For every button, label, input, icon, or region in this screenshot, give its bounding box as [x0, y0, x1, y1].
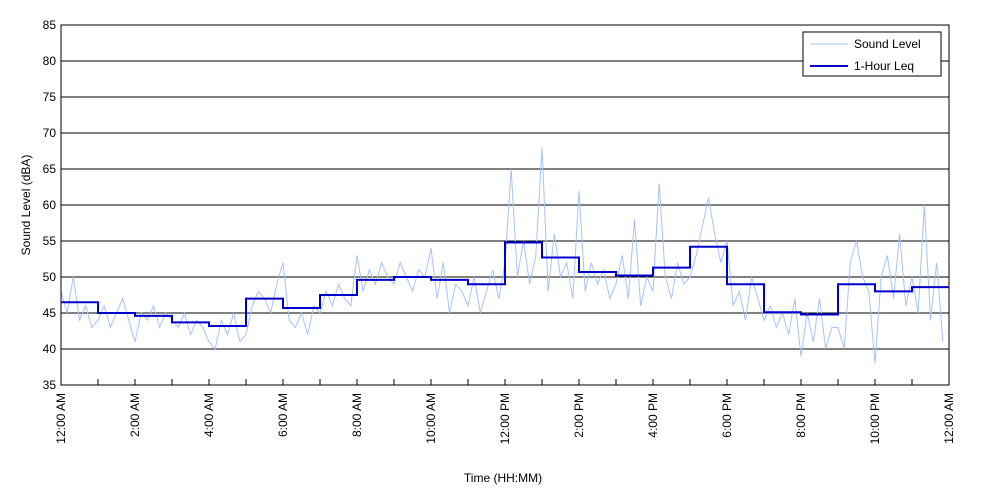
x-tick-label: 4:00 PM: [646, 393, 660, 438]
x-tick-label: 10:00 PM: [868, 393, 882, 444]
x-tick-label: 2:00 AM: [128, 393, 142, 437]
x-tick-label: 6:00 AM: [276, 393, 290, 437]
x-tick-label: 4:00 AM: [202, 393, 216, 437]
x-tick-label: 10:00 AM: [424, 393, 438, 444]
x-tick-label: 8:00 PM: [794, 393, 808, 438]
x-axis-title: Time (HH:MM): [464, 471, 542, 485]
x-tick-label: 6:00 PM: [720, 393, 734, 438]
y-tick-label: 45: [43, 306, 57, 320]
x-tick-label: 8:00 AM: [350, 393, 364, 437]
x-tick-label: 12:00 AM: [54, 393, 68, 444]
legend-label: 1-Hour Leq: [854, 59, 914, 73]
x-tick-label: 12:00 AM: [942, 393, 956, 444]
plot-border: [60, 24, 950, 386]
legend: [802, 31, 942, 77]
y-tick-label: 50: [43, 270, 57, 284]
x-tick-label: 12:00 PM: [498, 393, 512, 444]
y-axis-title: Sound Level (dBA): [19, 155, 33, 256]
y-tick-label: 85: [43, 18, 57, 32]
y-tick-label: 65: [43, 162, 57, 176]
y-tick-label: 55: [43, 234, 57, 248]
data-line: [60, 147, 944, 364]
y-tick-label: 60: [43, 198, 57, 212]
data-line: [61, 241, 949, 327]
y-tick-label: 40: [43, 342, 57, 356]
x-tick-label: 2:00 PM: [572, 393, 586, 438]
legend-label: Sound Level: [854, 37, 921, 51]
y-tick-label: 75: [43, 90, 57, 104]
y-tick-label: 80: [43, 54, 57, 68]
y-tick-label: 35: [43, 378, 57, 392]
y-tick-label: 70: [43, 126, 57, 140]
